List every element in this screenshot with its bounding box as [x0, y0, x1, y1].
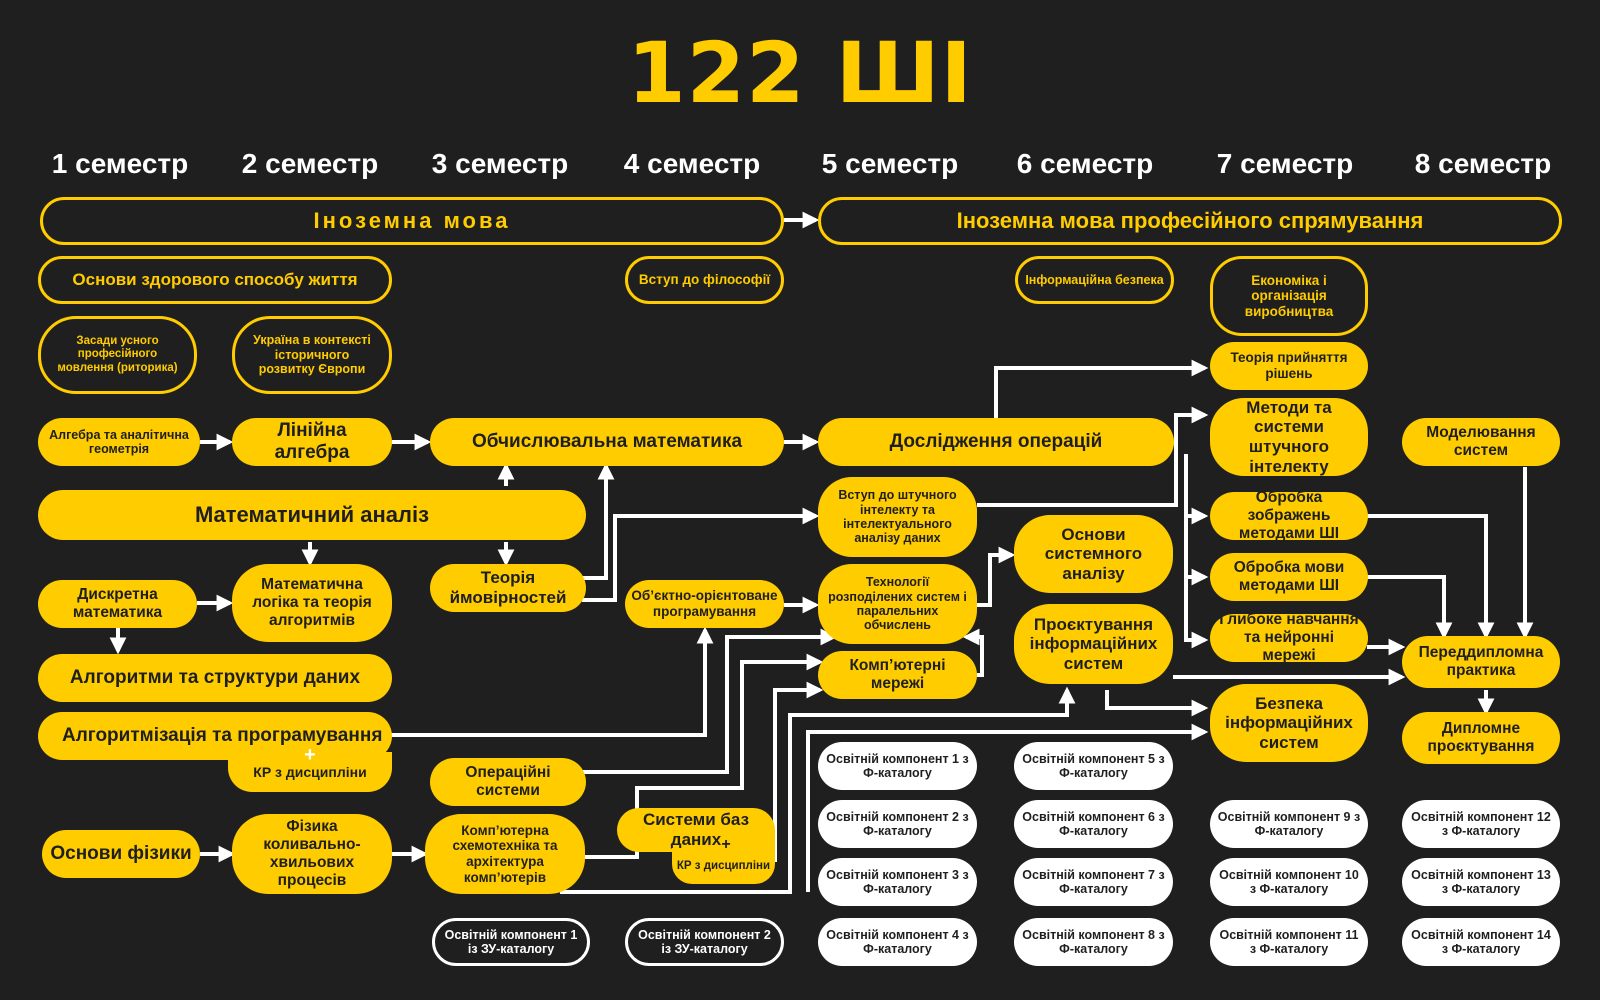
semester-7-label: 7 семестр — [1216, 148, 1354, 179]
node-f-elective-7: Освітній компонент 7 з Ф-каталогу — [1014, 858, 1173, 906]
arrow-introai-to-deep — [1184, 577, 1209, 649]
arrow-algoprog-to-oop — [390, 626, 714, 737]
semester-3-label: 3 семестр — [431, 148, 569, 179]
page-title: 122 ШІ — [627, 24, 973, 122]
arrow-networks-to-distributed — [962, 628, 984, 677]
node-healthy-lifestyle: Основи здорового способу життя — [38, 256, 392, 304]
node-foreign-language: Іноземна мова — [40, 197, 784, 245]
node-zu-elective-2: Освітній компонент 2 із ЗУ-каталогу — [625, 918, 784, 966]
arrow-introai-to-lang — [1184, 516, 1209, 586]
node-diploma-design: Дипломне проєктування — [1402, 712, 1560, 764]
node-rhetoric: Засади усного професійного мовлення (рит… — [38, 316, 197, 394]
node-systems-modeling: Моделювання систем — [1402, 418, 1560, 466]
node-f-elective-5: Освітній компонент 5 з Ф-каталогу — [1014, 742, 1173, 790]
node-decision-theory: Теорія прийняття рішень — [1210, 342, 1368, 390]
node-computer-architecture: Комп’ютерна схемотехніка та архітектура … — [425, 814, 585, 894]
plus-sign-db: + — [721, 836, 731, 853]
arrow-db-to-networks — [773, 681, 824, 862]
node-f-elective-9: Освітній компонент 9 з Ф-каталогу — [1210, 800, 1368, 848]
node-intro-ai: Вступ до штучного інтелекту та інтелекту… — [818, 477, 977, 557]
node-language-processing: Обробка мови методами ШІ — [1210, 553, 1368, 601]
node-operations-research: Дослідження операцій — [818, 418, 1174, 466]
node-computational-math: Обчислювальна математика — [430, 418, 784, 466]
node-algebra-geometry: Алгебра та аналітична геометрія — [38, 418, 200, 466]
node-math-logic: Математична логіка та теорія алгоритмів — [232, 564, 392, 642]
node-computer-networks: Комп’ютерні мережі — [818, 651, 977, 699]
node-physics-basics: Основи фізики — [42, 830, 200, 878]
node-is-security: Безпека інформаційних систем — [1210, 684, 1368, 762]
semester-2-label: 2 семестр — [241, 148, 379, 179]
node-f-elective-13: Освітній компонент 13 з Ф-каталогу — [1402, 858, 1560, 906]
node-ukraine-europe: Україна в контексті історичного розвитку… — [232, 316, 392, 394]
semester-8-label: 8 семестр — [1414, 148, 1552, 179]
node-db-coursework: КР з дисципліни — [672, 848, 775, 884]
semester-6-label: 6 семестр — [1016, 148, 1154, 179]
node-f-elective-12: Освітній компонент 12 з Ф-каталогу — [1402, 800, 1560, 848]
arrow-arch-to-networks — [582, 653, 824, 859]
node-f-elective-11: Освітній компонент 11 з Ф-каталогу — [1210, 918, 1368, 966]
node-f-elective-10: Освітній компонент 10 з Ф-каталогу — [1210, 858, 1368, 906]
node-distributed-systems: Технології розподілених систем і паралел… — [818, 564, 977, 644]
node-ai-methods: Методи та системи штучного інтелекту — [1210, 398, 1368, 476]
node-prediploma-practice: Переддипломна практика — [1402, 636, 1560, 688]
arrow-introai-to-image — [1184, 454, 1209, 525]
node-deep-learning: Глибоке навчання та нейронні мережі — [1210, 611, 1368, 664]
node-zu-elective-1: Освітній компонент 1 із ЗУ-каталогу — [432, 918, 590, 966]
node-linear-algebra: Лінійна алгебра — [232, 418, 392, 466]
semester-4-label: 4 семестр — [623, 148, 761, 179]
arrow-lang-to-prediploma — [1367, 575, 1453, 640]
node-probability: Теорія ймовірностей — [430, 564, 586, 612]
node-intro-philosophy: Вступ до філософії — [625, 256, 784, 304]
node-foreign-language-professional: Іноземна мова професійного спрямування — [818, 197, 1562, 245]
semester-1-label: 1 семестр — [51, 148, 189, 179]
arrow-prob-to-introai — [582, 507, 820, 602]
node-math-analysis: Математичний аналіз — [38, 490, 586, 540]
arrow-arch-to-isdesign — [560, 686, 1076, 894]
arrow-arch-to-security — [806, 723, 1209, 892]
plus-sign: + — [304, 744, 316, 766]
node-systems-analysis: Основи системного аналізу — [1014, 515, 1173, 593]
arrow-image-to-prediploma — [1367, 514, 1495, 640]
node-f-elective-1: Освітній компонент 1 з Ф-каталогу — [818, 742, 977, 790]
arrow-distributed-to-sysanalysis — [977, 546, 1016, 607]
node-wave-physics: Фізика коливально-хвильових процесів — [232, 814, 392, 894]
arrow-prob-to-compmath2 — [582, 462, 615, 580]
arrow-isdesign-to-security — [1105, 690, 1209, 717]
node-f-elective-6: Освітній компонент 6 з Ф-каталогу — [1014, 800, 1173, 848]
node-economics: Економіка і організація виробництва — [1210, 256, 1368, 336]
node-operating-systems: Операційні системи — [430, 758, 586, 806]
node-databases: Системи баз даних — [617, 808, 775, 852]
node-algorithms-data-structures: Алгоритми та структури даних — [38, 654, 392, 702]
arrow-introai-to-aimethods — [977, 406, 1209, 507]
node-is-design: Проєктування інформаційних систем — [1014, 604, 1173, 684]
node-f-elective-3: Освітній компонент 3 з Ф-каталогу — [818, 858, 977, 906]
node-f-elective-8: Освітній компонент 8 з Ф-каталогу — [1014, 918, 1173, 966]
node-image-processing: Обробка зображень методами ШІ — [1210, 489, 1368, 542]
node-f-elective-14: Освітній компонент 14 з Ф-каталогу — [1402, 918, 1560, 966]
node-information-security: Інформаційна безпека — [1015, 256, 1174, 304]
node-f-elective-2: Освітній компонент 2 з Ф-каталогу — [818, 800, 977, 848]
semester-5-label: 5 семестр — [821, 148, 959, 179]
node-oop: Об’єктно-орієнтоване програмування — [625, 580, 784, 628]
arrow-os-to-distributed — [582, 628, 838, 774]
node-discrete-math: Дискретна математика — [38, 580, 197, 628]
node-algo-coursework: КР з дисципліни — [228, 752, 392, 792]
arrow-opres-to-decision — [994, 359, 1209, 418]
node-f-elective-4: Освітній компонент 4 з Ф-каталогу — [818, 918, 977, 966]
